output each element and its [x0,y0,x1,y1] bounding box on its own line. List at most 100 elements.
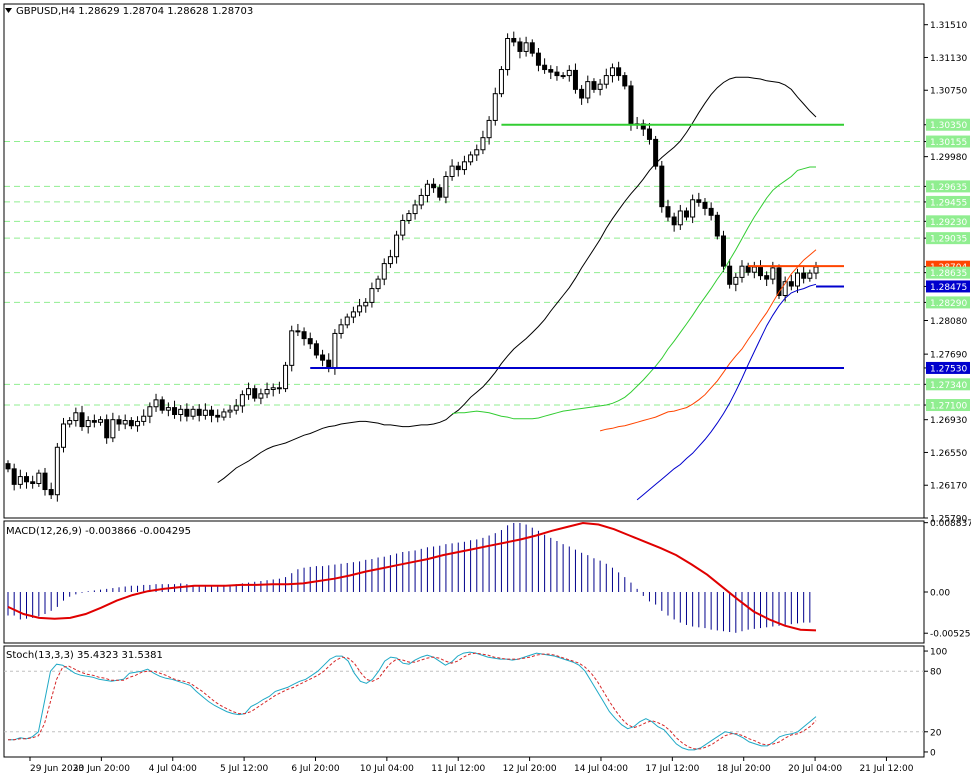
candle[interactable] [566,69,572,77]
candle[interactable] [246,388,252,396]
candle[interactable] [36,472,42,485]
candle[interactable] [338,324,344,334]
candle[interactable] [233,405,239,411]
candle[interactable] [505,37,511,71]
candle[interactable] [659,165,665,208]
macd-pane[interactable]: 0.008837 0.00 -0.005253 [3,519,971,644]
candle[interactable] [172,407,178,416]
candle[interactable] [529,42,535,54]
candle[interactable] [147,406,153,417]
candle[interactable] [289,330,295,366]
candle[interactable] [727,265,733,285]
candle[interactable] [665,206,671,218]
candle[interactable] [788,281,794,287]
candle[interactable] [443,175,449,198]
candle[interactable] [572,69,578,90]
candle[interactable] [677,210,683,226]
candle[interactable] [221,411,227,418]
candle[interactable] [110,419,116,439]
candle[interactable] [270,387,276,391]
candle[interactable] [486,119,492,139]
candle[interactable] [776,267,782,296]
candle[interactable] [91,420,97,423]
candle[interactable] [11,468,17,485]
candle[interactable] [764,275,770,280]
candle[interactable] [135,420,141,427]
candle[interactable] [474,149,480,156]
candle[interactable] [585,81,591,99]
candle[interactable] [702,201,708,209]
candle[interactable] [239,394,245,407]
candle[interactable] [42,472,48,491]
candle[interactable] [178,408,184,416]
candle[interactable] [609,67,615,77]
candle[interactable] [437,187,443,198]
candle[interactable] [690,199,696,218]
candle[interactable] [468,154,474,163]
candle[interactable] [696,199,702,203]
candle[interactable] [54,446,60,496]
candle[interactable] [813,266,819,274]
candle[interactable] [5,463,11,470]
candle[interactable] [714,214,720,237]
candle[interactable] [418,194,424,206]
candle[interactable] [153,399,159,408]
candle[interactable] [73,412,79,422]
candle[interactable] [579,88,585,99]
candle[interactable] [782,281,788,296]
candle[interactable] [326,359,332,369]
candle[interactable] [597,83,603,90]
candle[interactable] [141,415,147,422]
candle[interactable] [48,489,54,496]
candle[interactable] [301,331,307,340]
candle[interactable] [375,278,381,290]
candle[interactable] [387,256,393,265]
candle[interactable] [357,305,363,313]
candle[interactable] [17,476,23,485]
candle[interactable] [653,138,659,167]
candle[interactable] [295,330,301,333]
candle[interactable] [622,75,628,87]
candle[interactable] [215,414,221,418]
candle[interactable] [739,265,745,278]
candle[interactable] [406,213,412,221]
candle[interactable] [646,128,652,140]
candle[interactable] [560,75,566,78]
candle[interactable] [733,276,739,285]
candle[interactable] [449,165,455,177]
candle[interactable] [807,272,813,279]
candle[interactable] [628,85,634,126]
candle[interactable] [548,69,554,73]
candle[interactable] [412,204,418,215]
candle[interactable] [30,481,36,485]
candle[interactable] [190,408,196,417]
candle[interactable] [424,183,430,196]
candle[interactable] [85,420,91,428]
candle[interactable] [209,409,215,416]
stochastic-pane[interactable]: 100 80 20 0 [3,645,947,758]
candle[interactable] [320,354,326,361]
candle[interactable] [554,71,560,77]
candle[interactable] [801,272,807,279]
candle[interactable] [492,93,498,121]
candle[interactable] [252,388,258,399]
candle[interactable] [24,476,30,483]
candle[interactable] [98,419,104,423]
candle[interactable] [227,409,233,413]
price-pane[interactable]: 1.31510 1.31130 1.30750 1.30350 1.30155 1.299… [3,3,970,525]
candle[interactable] [196,408,202,416]
candle[interactable] [720,235,726,267]
candle[interactable] [400,219,406,236]
candle[interactable] [202,409,208,416]
candle[interactable] [184,408,190,417]
candle[interactable] [708,207,714,216]
candle[interactable] [122,420,128,425]
candle[interactable] [307,338,313,345]
candle[interactable] [283,364,289,390]
candle[interactable] [79,412,85,428]
candle[interactable] [671,216,677,226]
candle[interactable] [591,81,597,90]
candle[interactable] [116,419,122,425]
candle[interactable] [523,42,529,52]
candle[interactable] [381,263,387,280]
